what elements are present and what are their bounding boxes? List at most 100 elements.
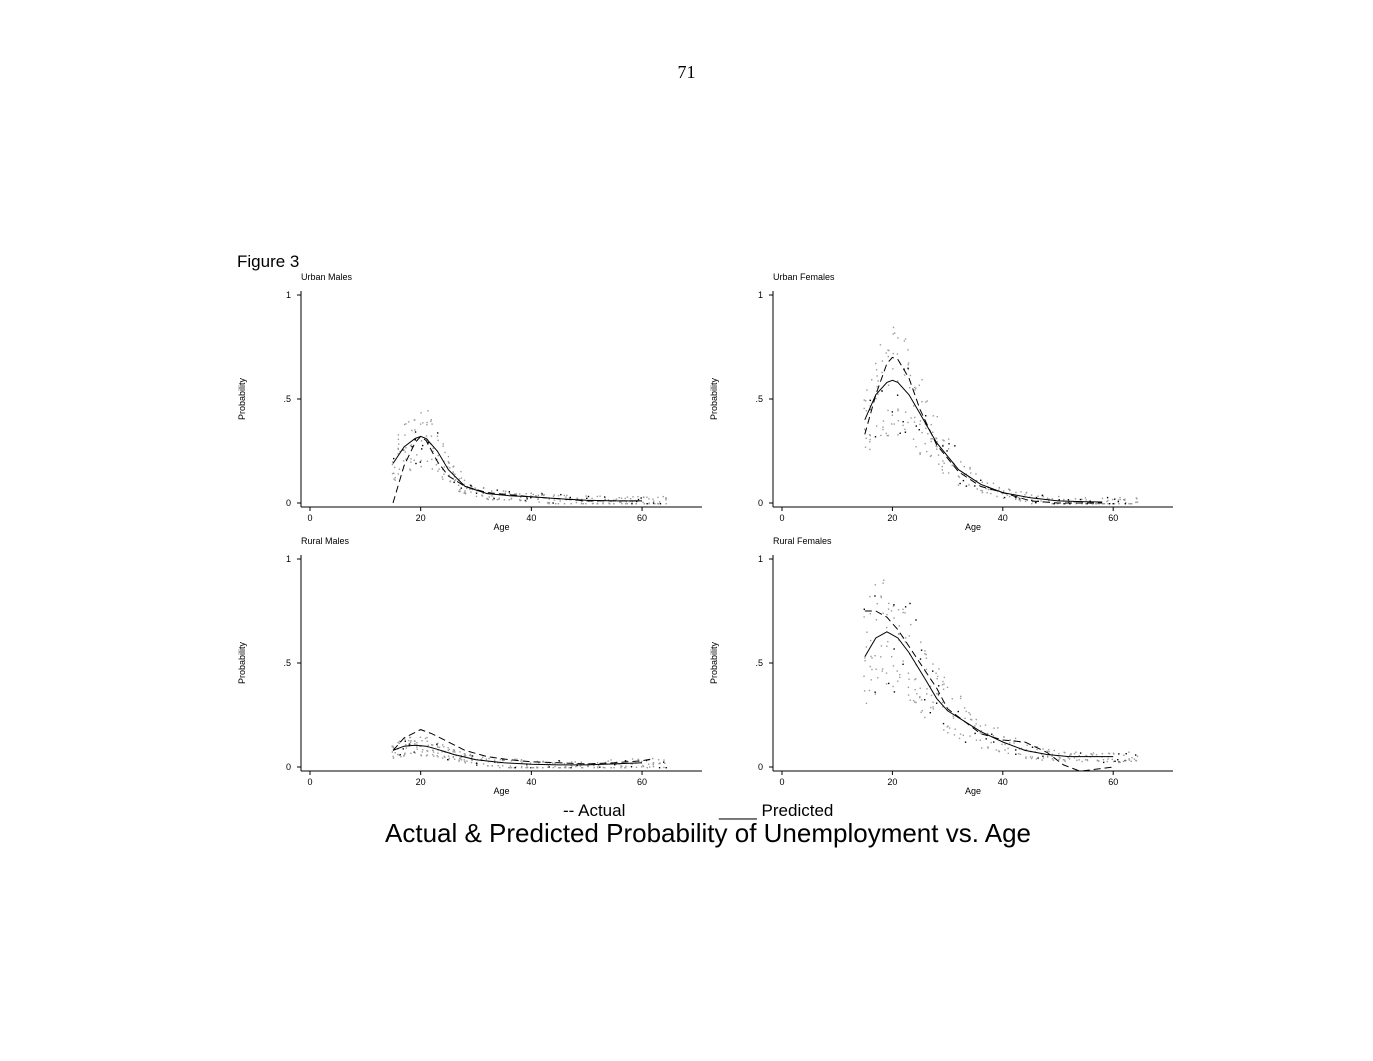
scatter-point	[1042, 496, 1044, 498]
scatter-point	[899, 432, 901, 434]
scatter-point	[864, 400, 867, 402]
scatter-point	[1062, 758, 1065, 761]
scatter-point	[863, 399, 865, 401]
scatter-point	[531, 767, 534, 769]
scatter-point	[463, 755, 466, 757]
scatter-point	[981, 490, 984, 492]
scatter-point	[535, 495, 537, 497]
scatter-point	[1069, 503, 1072, 505]
scatter-point	[597, 503, 599, 505]
scatter-point	[981, 491, 984, 494]
scatter-point	[938, 463, 940, 465]
scatter-point	[529, 762, 532, 764]
scatter-point	[519, 499, 521, 502]
scatter-point	[575, 501, 578, 504]
scatter-point	[510, 767, 513, 769]
scatter-point	[415, 462, 417, 465]
scatter-point	[919, 420, 922, 422]
scatter-point	[557, 494, 560, 497]
scatter-point	[903, 340, 906, 342]
scatter-point	[897, 408, 899, 410]
scatter-point	[909, 374, 912, 377]
scatter-point	[398, 443, 400, 445]
scatter-point	[405, 743, 407, 746]
scatter-point	[469, 488, 471, 490]
scatter-point	[1030, 757, 1033, 760]
scatter-point	[904, 606, 907, 608]
scatter-point	[458, 490, 460, 493]
scatter-point	[1118, 761, 1120, 764]
scatter-point	[942, 722, 945, 725]
scatter-point	[570, 761, 573, 763]
scatter-point	[892, 685, 894, 688]
scatter-point	[882, 428, 884, 431]
scatter-point	[485, 758, 488, 760]
scatter-point	[652, 502, 655, 504]
scatter-point	[475, 763, 478, 765]
scatter-point	[959, 733, 962, 735]
scatter-point	[497, 762, 499, 764]
scatter-point	[620, 497, 623, 499]
scatter-point	[887, 355, 889, 358]
scatter-point	[460, 756, 462, 759]
scatter-point	[1053, 503, 1055, 505]
series-actual-line	[864, 356, 1103, 504]
scatter-point	[442, 468, 444, 471]
scatter-point	[904, 338, 907, 340]
scatter-point	[921, 431, 923, 434]
scatter-point	[985, 487, 987, 490]
scatter-point	[1008, 496, 1011, 498]
scatter-point	[635, 766, 638, 768]
scatter-point	[932, 708, 935, 710]
scatter-point	[887, 434, 890, 437]
scatter-point	[399, 450, 401, 453]
scatter-point	[976, 488, 978, 490]
scatter-point	[549, 763, 551, 765]
scatter-point	[1135, 501, 1137, 504]
scatter-point	[637, 758, 640, 761]
scatter-point	[658, 762, 660, 765]
scatter-point	[1036, 746, 1038, 748]
scatter-point	[919, 452, 921, 454]
scatter-point	[980, 730, 983, 732]
scatter-point	[530, 495, 532, 497]
scatter-point	[920, 699, 923, 701]
scatter-point	[919, 658, 922, 660]
scatter-point	[1042, 748, 1044, 750]
scatter-point	[919, 453, 921, 456]
scatter-point	[1135, 760, 1138, 762]
scatter-point	[951, 464, 953, 467]
scatter-point	[930, 438, 932, 440]
scatter-point	[869, 613, 872, 615]
scatter-point	[1014, 737, 1017, 740]
scatter-point	[914, 688, 916, 691]
scatter-point	[919, 423, 921, 426]
scatter-point	[459, 751, 461, 753]
scatter-point	[908, 678, 910, 680]
scatter-point	[637, 498, 640, 501]
scatter-point	[541, 494, 543, 496]
scatter-point	[392, 755, 394, 758]
scatter-point	[941, 469, 943, 471]
scatter-point	[398, 740, 401, 742]
scatter-point	[1079, 752, 1082, 754]
scatter-point	[453, 750, 455, 752]
scatter-point	[482, 763, 485, 765]
scatter-point	[443, 746, 445, 748]
scatter-point	[913, 386, 916, 389]
scatter-point	[430, 419, 433, 421]
scatter-point	[454, 751, 456, 753]
scatter-point	[992, 482, 995, 485]
scatter-point	[652, 765, 655, 768]
scatter-point	[938, 668, 940, 670]
scatter-point	[870, 679, 873, 681]
scatter-point	[968, 484, 970, 486]
x-tick-label: 20	[887, 777, 897, 787]
scatter-point	[863, 690, 866, 692]
scatter-point	[874, 584, 877, 586]
scatter-point	[491, 499, 494, 501]
scatter-point	[464, 755, 467, 757]
scatter-point	[1075, 503, 1077, 505]
scatter-point	[1076, 759, 1078, 762]
scatter-point	[899, 676, 901, 679]
